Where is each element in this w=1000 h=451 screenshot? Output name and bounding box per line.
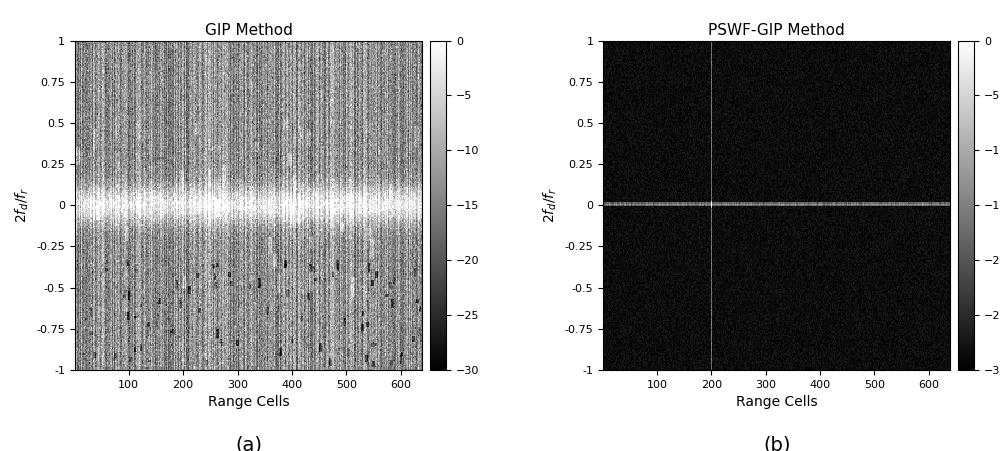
Title: PSWF-GIP Method: PSWF-GIP Method xyxy=(708,23,845,38)
Text: (b): (b) xyxy=(763,436,791,451)
Y-axis label: $2f_d/f_r$: $2f_d/f_r$ xyxy=(542,187,559,223)
Text: (a): (a) xyxy=(235,436,262,451)
X-axis label: Range Cells: Range Cells xyxy=(736,395,818,409)
Y-axis label: $2f_d/f_r$: $2f_d/f_r$ xyxy=(14,187,31,223)
Title: GIP Method: GIP Method xyxy=(205,23,293,38)
X-axis label: Range Cells: Range Cells xyxy=(208,395,289,409)
